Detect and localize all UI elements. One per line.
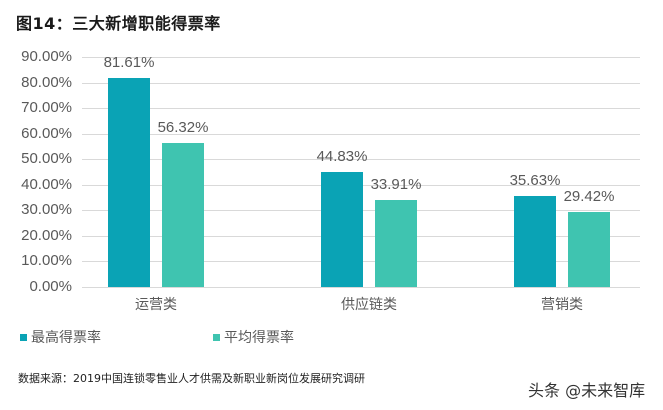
y-axis-tick-label: 30.00%	[21, 201, 72, 219]
gridline	[82, 108, 640, 110]
bar	[162, 143, 204, 287]
y-axis-tick-label: 80.00%	[21, 73, 72, 91]
y-axis-tick-label: 70.00%	[21, 99, 72, 117]
data-label: 35.63%	[509, 171, 561, 189]
y-axis-tick-label: 20.00%	[21, 226, 72, 244]
bar	[514, 195, 556, 287]
gridline	[82, 287, 640, 288]
gridline	[82, 159, 640, 161]
data-label: 33.91%	[370, 176, 422, 194]
legend-item-max: 最高得票率	[20, 327, 101, 347]
bar	[568, 211, 610, 287]
y-axis-tick-label: 0.00%	[29, 278, 72, 295]
watermark: 头条 @未来智库	[528, 381, 646, 400]
x-axis-category-label: 运营类	[135, 297, 177, 313]
data-label: 56.32%	[157, 119, 209, 137]
legend-item-avg: 平均得票率	[213, 327, 294, 347]
y-axis-tick-label: 60.00%	[21, 124, 72, 142]
y-axis-tick-label: 40.00%	[21, 175, 72, 193]
bar	[321, 172, 363, 287]
data-label: 29.42%	[563, 187, 615, 205]
bar	[108, 78, 150, 287]
chart-title: 图14：三大新增职能得票率	[16, 14, 221, 33]
legend-label-max: 最高得票率	[31, 330, 101, 346]
y-axis-tick-label: 50.00%	[21, 150, 72, 168]
data-source-note: 数据来源：2019中国连锁零售业人才供需及新职业新岗位发展研究调研	[18, 372, 365, 385]
legend-label-avg: 平均得票率	[224, 330, 294, 346]
x-axis-category-label: 营销类	[541, 297, 583, 313]
gridline	[82, 57, 640, 58]
data-label: 81.61%	[103, 54, 155, 72]
legend-swatch-max	[20, 333, 27, 341]
y-axis-tick-label: 90.00%	[21, 48, 72, 65]
legend-swatch-avg	[213, 333, 220, 341]
gridline	[82, 82, 640, 84]
y-axis-tick-label: 10.00%	[21, 252, 72, 270]
gridline	[82, 133, 640, 135]
bar	[375, 200, 417, 287]
x-axis-category-label: 供应链类	[341, 297, 397, 313]
data-label: 44.83%	[316, 148, 368, 166]
